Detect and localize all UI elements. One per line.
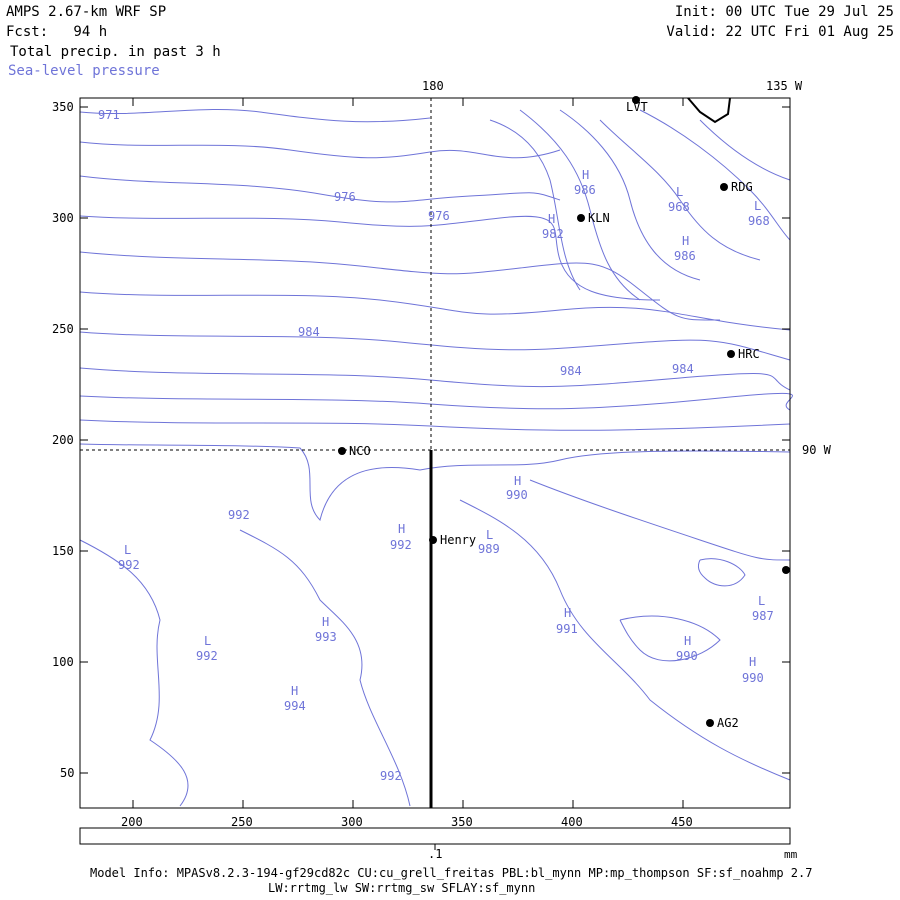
low-center: L bbox=[204, 634, 211, 648]
high-center: H bbox=[548, 212, 555, 226]
high-center: H bbox=[291, 684, 298, 698]
meridian-label-135w: 135 W bbox=[766, 79, 803, 93]
y-tick-label: 300 bbox=[52, 211, 74, 225]
field-slp: Sea-level pressure bbox=[8, 63, 160, 79]
low-center: L bbox=[124, 543, 131, 557]
low-center: L bbox=[754, 199, 761, 213]
contour-label: 992 bbox=[380, 769, 402, 783]
station-label: Henry bbox=[440, 533, 476, 547]
contour-label: 976 bbox=[428, 209, 450, 223]
contour-label: 976 bbox=[334, 190, 356, 204]
high-center: H bbox=[749, 655, 756, 669]
forecast-hour: Fcst: 94 h bbox=[6, 24, 108, 40]
station-label: KLN bbox=[588, 211, 610, 225]
station-label: LVT bbox=[626, 100, 648, 114]
station-marker bbox=[429, 536, 437, 544]
x-tick-label: 400 bbox=[561, 815, 583, 829]
colorbar-tick-label: .1 bbox=[428, 847, 442, 861]
low-center: L bbox=[758, 594, 765, 608]
station-marker bbox=[706, 719, 714, 727]
chart-title: AMPS 2.67-km WRF SP bbox=[6, 4, 167, 20]
init-time: Init: 00 UTC Tue 29 Jul 25 bbox=[674, 4, 894, 20]
x-tick-label: 450 bbox=[671, 815, 693, 829]
station-label: NCO bbox=[349, 444, 371, 458]
high-center: H bbox=[398, 522, 405, 536]
contour-label: 990 bbox=[506, 488, 528, 502]
x-tick-label: 250 bbox=[231, 815, 253, 829]
contour-label: 989 bbox=[478, 542, 500, 556]
x-tick-label: 300 bbox=[341, 815, 363, 829]
contour-label: 990 bbox=[676, 649, 698, 663]
contour-label: 992 bbox=[118, 558, 140, 572]
y-tick-label: 200 bbox=[52, 433, 74, 447]
y-tick-label: 350 bbox=[52, 100, 74, 114]
station-label: RDG bbox=[731, 180, 753, 194]
high-center: H bbox=[514, 474, 521, 488]
high-center: H bbox=[684, 634, 691, 648]
high-center: H bbox=[564, 606, 571, 620]
station-marker bbox=[782, 566, 790, 574]
contour-label: 984 bbox=[560, 364, 582, 378]
colorbar-units: mm bbox=[784, 848, 798, 861]
y-tick-label: 250 bbox=[52, 322, 74, 336]
contour-label: 987 bbox=[752, 609, 774, 623]
model-info: Model Info: MPASv8.2.3-194-gf29cd82c CU:… bbox=[90, 866, 813, 880]
low-center: L bbox=[676, 185, 683, 199]
y-tick-label: 50 bbox=[60, 766, 74, 780]
high-center: H bbox=[322, 615, 329, 629]
contour-label: 984 bbox=[298, 325, 320, 339]
map-frame bbox=[79, 97, 791, 809]
coastline bbox=[687, 97, 731, 124]
contour-label: 991 bbox=[556, 622, 578, 636]
contour-label: 992 bbox=[390, 538, 412, 552]
contour-label: 982 bbox=[542, 227, 564, 241]
contour-label: 971 bbox=[98, 108, 120, 122]
station-marker bbox=[338, 447, 346, 455]
x-axis bbox=[132, 98, 684, 808]
station-label: AG2 bbox=[717, 716, 739, 730]
x-tick-label: 350 bbox=[451, 815, 473, 829]
slp-contours bbox=[79, 108, 793, 807]
y-tick-label: 100 bbox=[52, 655, 74, 669]
contour-label: 984 bbox=[672, 362, 694, 376]
contour-label: 986 bbox=[574, 183, 596, 197]
x-tick-label: 200 bbox=[121, 815, 143, 829]
low-center: L bbox=[486, 528, 493, 542]
y-tick-label: 150 bbox=[52, 544, 74, 558]
station-marker bbox=[577, 214, 585, 222]
contour-label: 994 bbox=[284, 699, 306, 713]
y-axis bbox=[80, 106, 790, 774]
contour-label: 990 bbox=[742, 671, 764, 685]
contour-label: 992 bbox=[228, 508, 250, 522]
high-center: H bbox=[582, 168, 589, 182]
high-center: H bbox=[682, 234, 689, 248]
colorbar bbox=[79, 827, 791, 845]
valid-time: Valid: 22 UTC Fri 01 Aug 25 bbox=[666, 24, 894, 40]
parallel-label-90w: 90 W bbox=[802, 443, 832, 457]
station-marker bbox=[727, 350, 735, 358]
station-label: HRC bbox=[738, 347, 760, 361]
field-precip: Total precip. in past 3 h bbox=[10, 44, 221, 60]
contour-label: 968 bbox=[748, 214, 770, 228]
meridian-label-180: 180 bbox=[422, 79, 444, 93]
contour-label: 968 bbox=[668, 200, 690, 214]
contour-label: 986 bbox=[674, 249, 696, 263]
station-marker bbox=[632, 96, 640, 104]
model-info-physics: LW:rrtmg_lw SW:rrtmg_sw SFLAY:sf_mynn bbox=[268, 881, 536, 895]
contour-label: 992 bbox=[196, 649, 218, 663]
station-marker bbox=[720, 183, 728, 191]
contour-label: 993 bbox=[315, 630, 337, 644]
